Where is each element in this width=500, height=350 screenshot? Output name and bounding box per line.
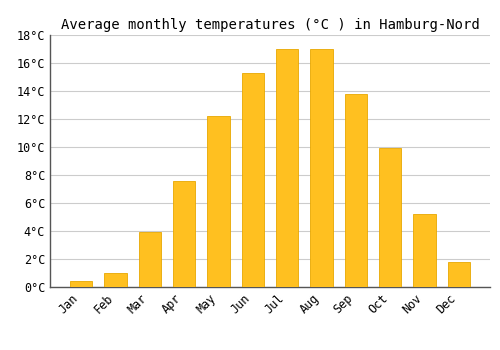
Bar xyxy=(414,214,436,287)
Bar xyxy=(448,262,470,287)
Bar xyxy=(276,49,298,287)
Bar xyxy=(138,232,161,287)
Title: Average monthly temperatures (°C ) in Hamburg-Nord: Average monthly temperatures (°C ) in Ha… xyxy=(60,19,480,33)
Bar xyxy=(379,148,402,287)
Bar xyxy=(208,116,230,287)
Bar xyxy=(344,94,367,287)
Bar xyxy=(310,49,332,287)
Bar xyxy=(70,281,92,287)
Bar xyxy=(104,273,126,287)
Bar xyxy=(242,73,264,287)
Bar xyxy=(173,181,196,287)
